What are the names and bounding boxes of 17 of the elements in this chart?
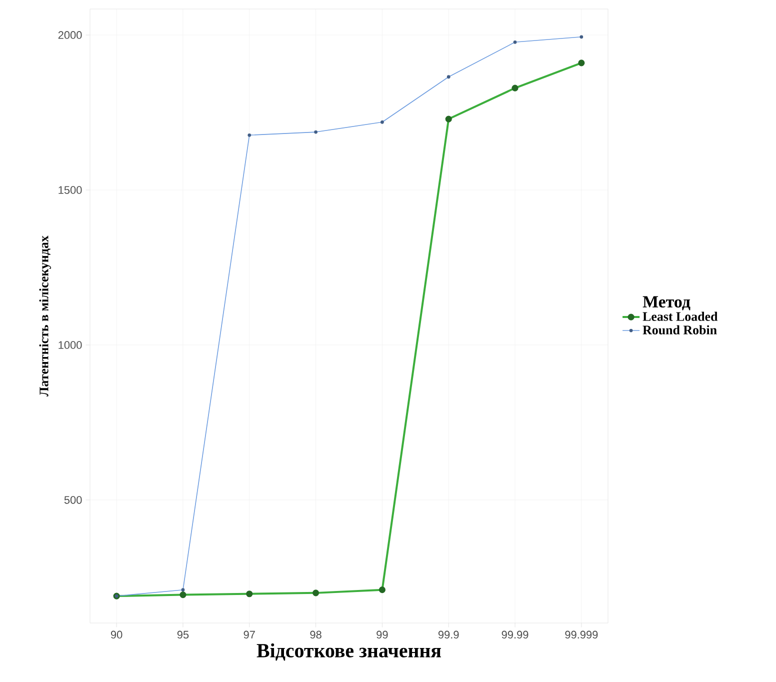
x-tick-label: 95 (177, 630, 189, 639)
x-tick-label: 99.999 (565, 630, 598, 639)
x-tick-label: 97 (244, 630, 255, 639)
y-tick-label: 1000 (58, 341, 82, 349)
x-axis-title: Відсоткове значення (256, 643, 441, 661)
y-tick-label: 2000 (58, 31, 82, 39)
x-tick-label: 98 (310, 630, 322, 639)
x-tick-label: 99.9 (438, 630, 459, 639)
x-tick-label: 99 (376, 630, 388, 639)
legend-label: Least Loaded (642, 312, 718, 321)
y-axis-title: Латентність в мілісекундах (39, 236, 52, 396)
x-tick-label: 99.99 (502, 630, 528, 639)
x-tick-label: 90 (110, 630, 122, 639)
y-tick-label: 500 (64, 496, 82, 504)
y-tick-label: 1500 (58, 186, 82, 194)
legend-label: Round Robin (642, 325, 717, 334)
legend-title: Метод (642, 296, 690, 310)
